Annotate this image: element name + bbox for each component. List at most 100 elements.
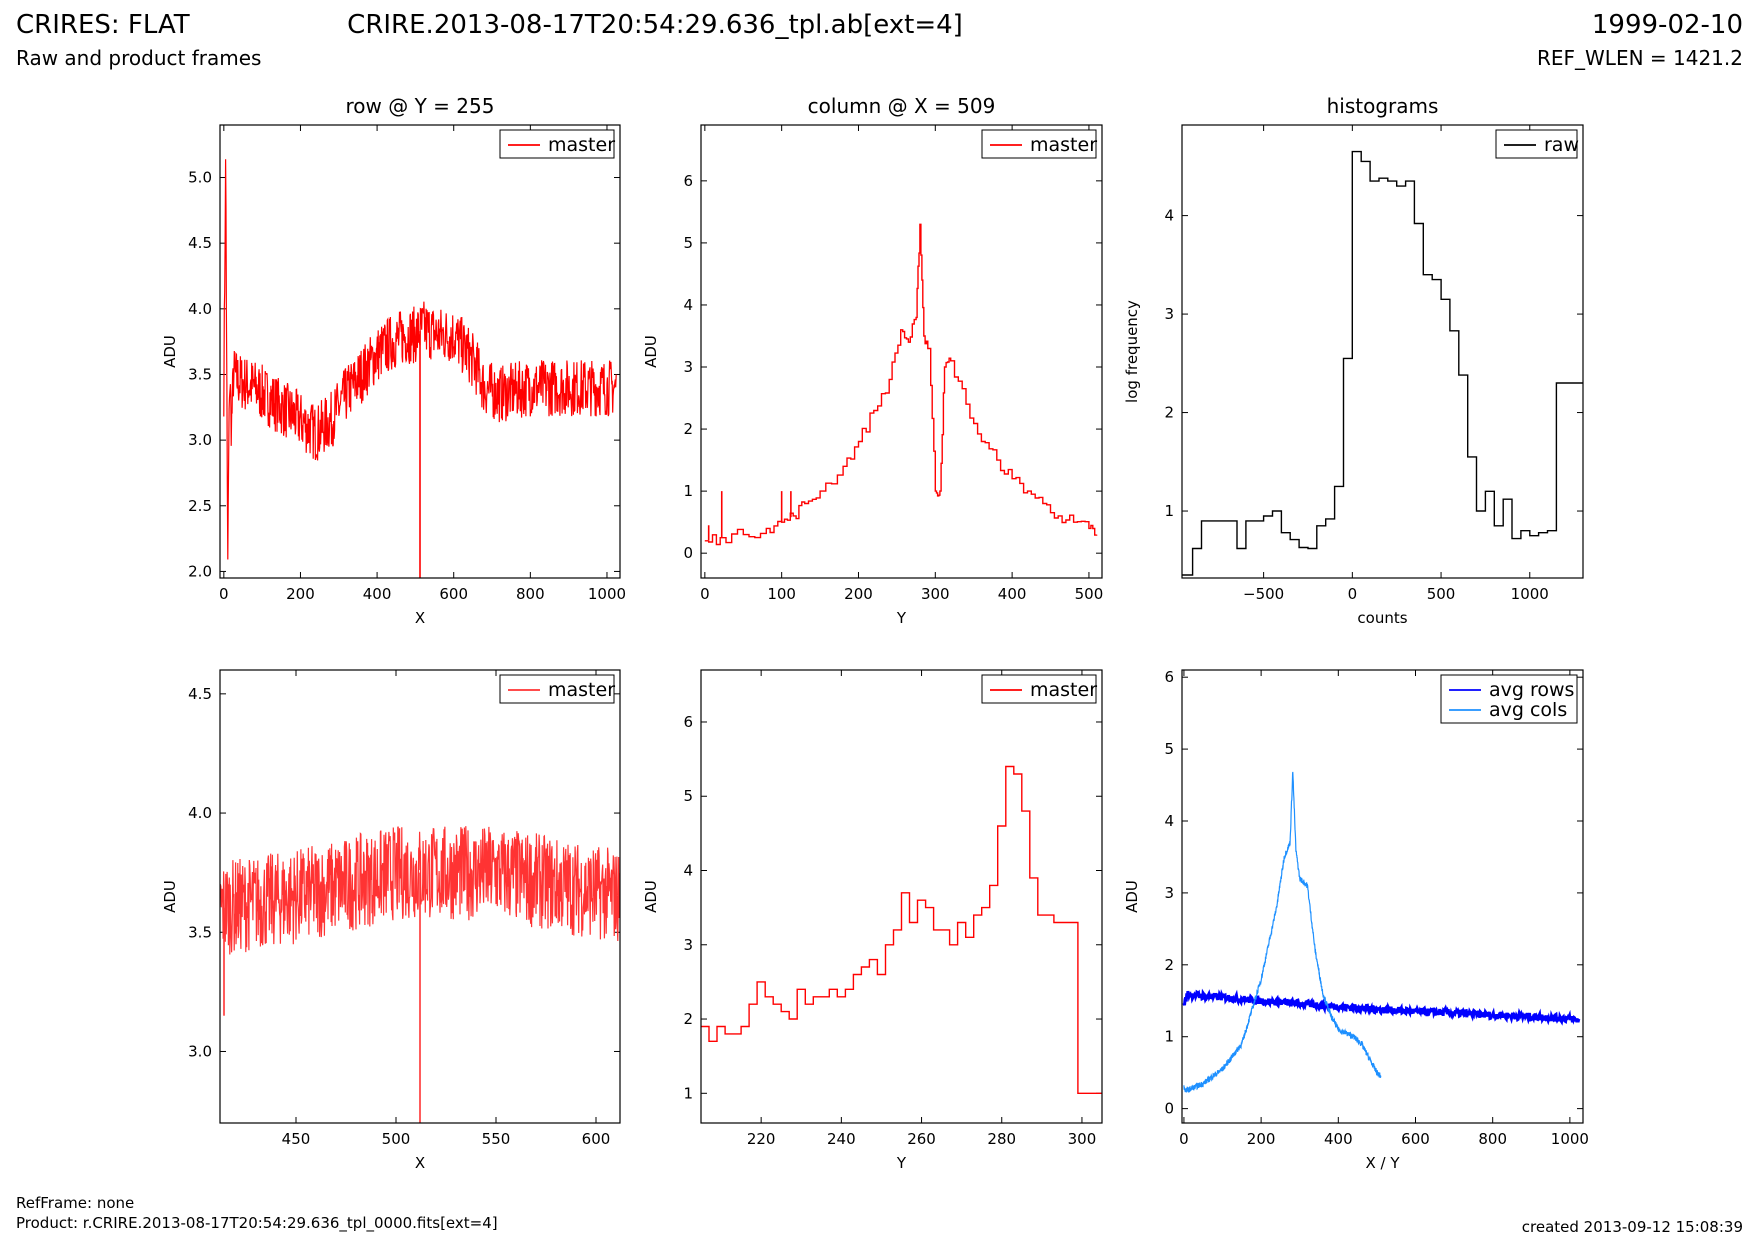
y-tick-label: 2 — [1164, 956, 1174, 974]
chart-title: histograms — [1327, 94, 1439, 118]
chart-title: row @ Y = 255 — [346, 94, 495, 118]
plot-frame — [219, 124, 621, 579]
y-tick-label: 1 — [1164, 502, 1174, 520]
y-tick-label: 3.0 — [188, 431, 212, 449]
plot-frame — [219, 669, 621, 1124]
x-tick-label: 300 — [921, 585, 950, 603]
plot-area — [1182, 771, 1581, 1094]
footer-created: created 2013-09-12 15:08:39 — [1521, 1218, 1743, 1236]
y-tick-label: 4 — [1164, 207, 1174, 225]
y-axis-label: ADU — [161, 335, 179, 368]
y-tick-label: 4.5 — [188, 685, 212, 703]
y-tick-label: 0 — [683, 544, 693, 562]
y-tick-label: 3.5 — [188, 365, 212, 383]
y-tick-label: 3 — [1164, 305, 1174, 323]
y-tick-label: 1 — [683, 482, 693, 500]
x-tick-label: 450 — [282, 1130, 311, 1148]
plot-frame — [700, 669, 1103, 1124]
x-tick-label: 260 — [907, 1130, 936, 1148]
y-tick-label: 6 — [683, 713, 693, 731]
y-tick-label: 2 — [1164, 404, 1174, 422]
legend-label: master — [548, 134, 615, 156]
x-tick-label: 220 — [747, 1130, 776, 1148]
footer-product: Product: r.CRIRE.2013-08-17T20:54:29.636… — [16, 1214, 498, 1232]
y-axis-label: ADU — [1123, 880, 1141, 913]
legend-label: raw — [1544, 134, 1579, 156]
y-tick-label: 1 — [683, 1084, 693, 1102]
y-tick-label: 3.0 — [188, 1042, 212, 1060]
x-tick-label: 280 — [987, 1130, 1016, 1148]
legend-box — [499, 674, 615, 704]
y-tick-label: 4.5 — [188, 234, 212, 252]
x-tick-label: −500 — [1243, 585, 1284, 603]
x-tick-label: 400 — [998, 585, 1027, 603]
file-title: CRIRE.2013-08-17T20:54:29.636_tpl.ab[ext… — [347, 10, 963, 40]
series-line-master — [701, 765, 1102, 1094]
plot-area — [701, 765, 1102, 1094]
x-axis-label: Y — [896, 1154, 907, 1172]
legend: master — [981, 674, 1097, 704]
y-axis-label: ADU — [642, 880, 660, 913]
x-axis-label: X — [415, 609, 425, 627]
y-tick-label: 3 — [1164, 884, 1174, 902]
x-tick-label: 600 — [1401, 1130, 1430, 1148]
plot-area — [220, 826, 620, 1123]
y-tick-label: 5 — [1164, 740, 1174, 758]
chart-panel-2: column @ X = 509 0 100 200 300 400 500 0 1 2 3 4 5 6 Y… — [642, 94, 1103, 627]
x-tick-label: 0 — [1179, 1130, 1189, 1148]
plot-area — [223, 159, 617, 578]
plot-area — [704, 223, 1098, 546]
legend-label: master — [1030, 134, 1097, 156]
legend: master — [981, 129, 1097, 159]
chart-panel-1: row @ Y = 255 0 200 400 600 800 1000 2.0 2.5 3.0 3… — [161, 94, 626, 627]
x-tick-label: 400 — [363, 585, 392, 603]
x-axis-label: X / Y — [1365, 1154, 1400, 1172]
x-tick-label: 500 — [1427, 585, 1456, 603]
x-tick-label: 0 — [1348, 585, 1358, 603]
chart-title: column @ X = 509 — [808, 94, 996, 118]
legend-label: avg rows — [1489, 679, 1574, 701]
y-tick-label: 5.0 — [188, 169, 212, 187]
x-tick-label: 500 — [382, 1130, 411, 1148]
y-axis-label: log frequency — [1123, 300, 1141, 403]
legend: master — [499, 674, 615, 704]
x-axis-label: Y — [896, 609, 907, 627]
x-tick-label: 800 — [516, 585, 545, 603]
legend-label: avg cols — [1489, 699, 1567, 721]
y-axis-label: ADU — [642, 335, 660, 368]
x-tick-label: 240 — [827, 1130, 856, 1148]
legend-label: master — [548, 679, 615, 701]
plot-frame — [1181, 669, 1584, 1124]
x-tick-label: 550 — [482, 1130, 511, 1148]
y-tick-label: 4.0 — [188, 300, 212, 318]
legend-box — [981, 129, 1097, 159]
legend-label: master — [1030, 679, 1097, 701]
legend: master — [499, 129, 615, 159]
legend-box — [1495, 129, 1578, 159]
legend-box — [981, 674, 1097, 704]
chart-panel-5: 220 240 260 280 300 1 2 3 4 5 6 Y ADU master — [642, 669, 1103, 1172]
legend-box — [1440, 674, 1578, 724]
y-tick-label: 2 — [683, 1010, 693, 1028]
y-tick-label: 4 — [683, 862, 693, 880]
y-tick-label: 0 — [1164, 1100, 1174, 1118]
plot-frame — [1181, 124, 1584, 579]
x-tick-label: 600 — [582, 1130, 611, 1148]
x-tick-label: 600 — [439, 585, 468, 603]
y-tick-label: 2.5 — [188, 497, 212, 515]
y-tick-label: 6 — [1164, 668, 1174, 686]
y-tick-label: 3 — [683, 936, 693, 954]
x-tick-label: 1000 — [1511, 585, 1549, 603]
y-tick-label: 5 — [683, 787, 693, 805]
y-axis-label: ADU — [161, 880, 179, 913]
x-axis-label: X — [415, 1154, 425, 1172]
y-tick-label: 4.0 — [188, 804, 212, 822]
x-tick-label: 300 — [1068, 1130, 1097, 1148]
x-tick-label: 800 — [1478, 1130, 1507, 1148]
y-tick-label: 3.5 — [188, 923, 212, 941]
series-line-master — [220, 826, 620, 955]
footer-ref-frame: RefFrame: none — [16, 1194, 135, 1212]
x-tick-label: 1000 — [588, 585, 626, 603]
